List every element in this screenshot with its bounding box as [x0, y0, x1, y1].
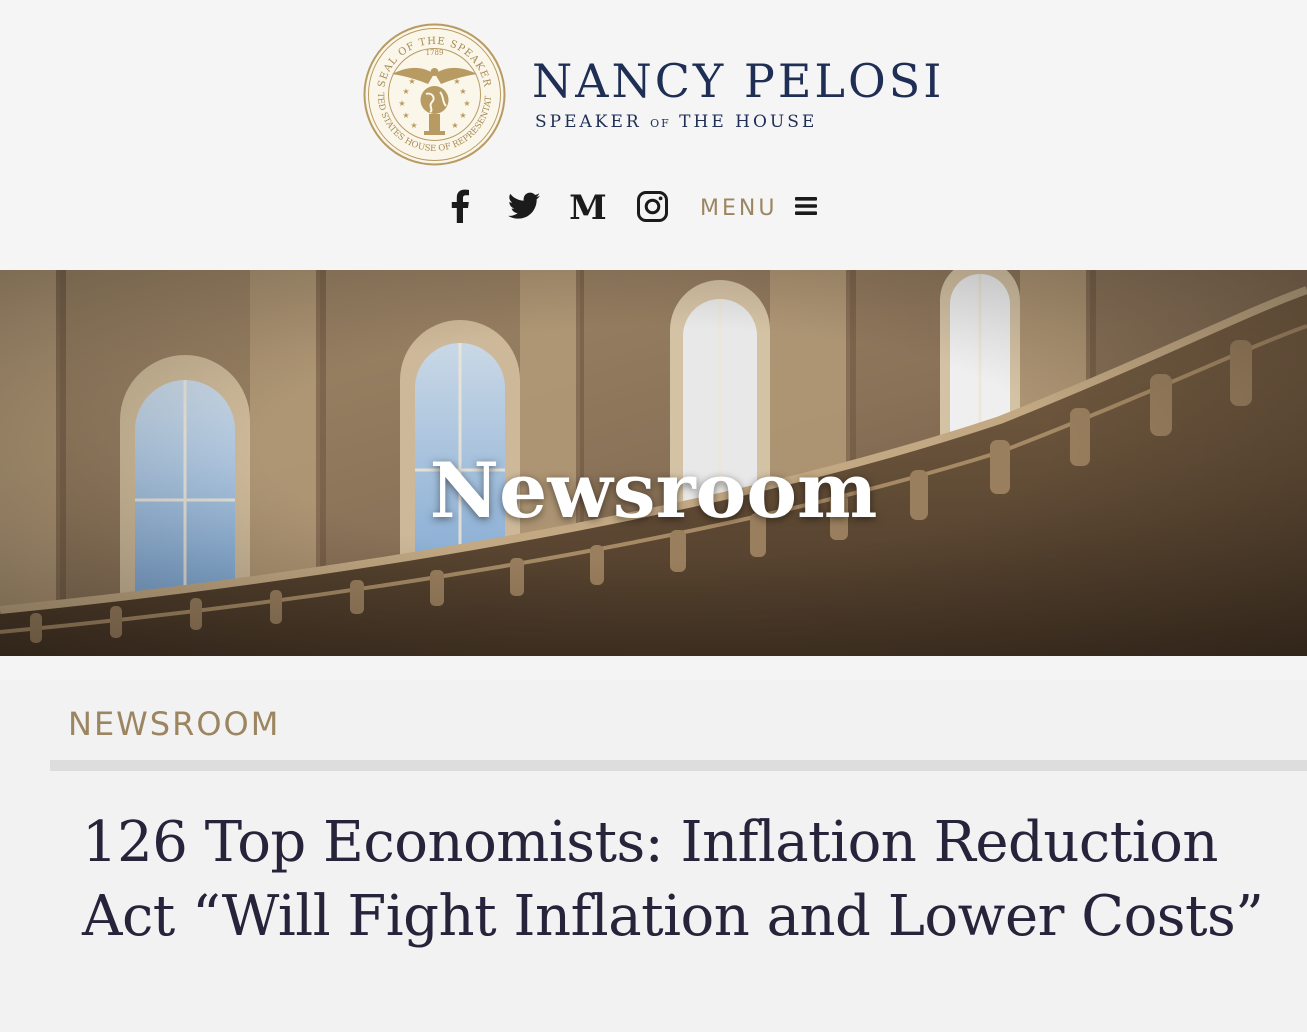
medium-link[interactable]: M	[568, 184, 608, 228]
site-header: SEAL OF THE SPEAKER UNITED STATES HOUSE …	[0, 0, 1307, 270]
twitter-icon	[508, 192, 540, 219]
content-top-strip	[0, 656, 1307, 680]
svg-text:★: ★	[459, 111, 466, 120]
capitol-rotunda-image	[0, 270, 1307, 656]
home-logo-link[interactable]: SEAL OF THE SPEAKER UNITED STATES HOUSE …	[362, 22, 952, 167]
svg-text:★: ★	[453, 77, 460, 86]
social-nav: M MENU	[440, 180, 818, 232]
twitter-link[interactable]	[504, 184, 544, 228]
main-content: NEWSROOM 126 Top Economists: Inflation R…	[0, 656, 1307, 1032]
brand-name: NANCY PELOSI	[532, 54, 945, 108]
svg-text:1789: 1789	[426, 49, 444, 57]
hamburger-icon	[795, 197, 818, 215]
svg-text:★: ★	[463, 99, 470, 108]
hero-title: Newsroom	[429, 445, 878, 535]
medium-icon: M	[569, 188, 607, 228]
menu-label: MENU	[700, 195, 778, 221]
hero-banner: Newsroom	[0, 270, 1307, 656]
svg-text:★: ★	[410, 121, 417, 130]
section-divider	[50, 760, 1307, 771]
svg-text:★: ★	[459, 87, 466, 96]
svg-text:★: ★	[402, 111, 409, 120]
speaker-seal-logo: SEAL OF THE SPEAKER UNITED STATES HOUSE …	[362, 22, 506, 166]
instagram-icon	[636, 190, 668, 222]
svg-text:★: ★	[402, 87, 409, 96]
svg-text:★: ★	[408, 77, 415, 86]
brand-subtitle: SPEAKER OF THE HOUSE	[535, 112, 818, 132]
svg-text:★: ★	[398, 99, 405, 108]
facebook-link[interactable]	[440, 184, 480, 228]
svg-text:★: ★	[451, 121, 458, 130]
facebook-icon	[451, 189, 469, 223]
article-title[interactable]: 126 Top Economists: Inflation Reduction …	[82, 810, 1264, 949]
instagram-link[interactable]	[632, 184, 672, 228]
section-label: NEWSROOM	[68, 705, 281, 743]
menu-button[interactable]: MENU	[700, 192, 818, 221]
